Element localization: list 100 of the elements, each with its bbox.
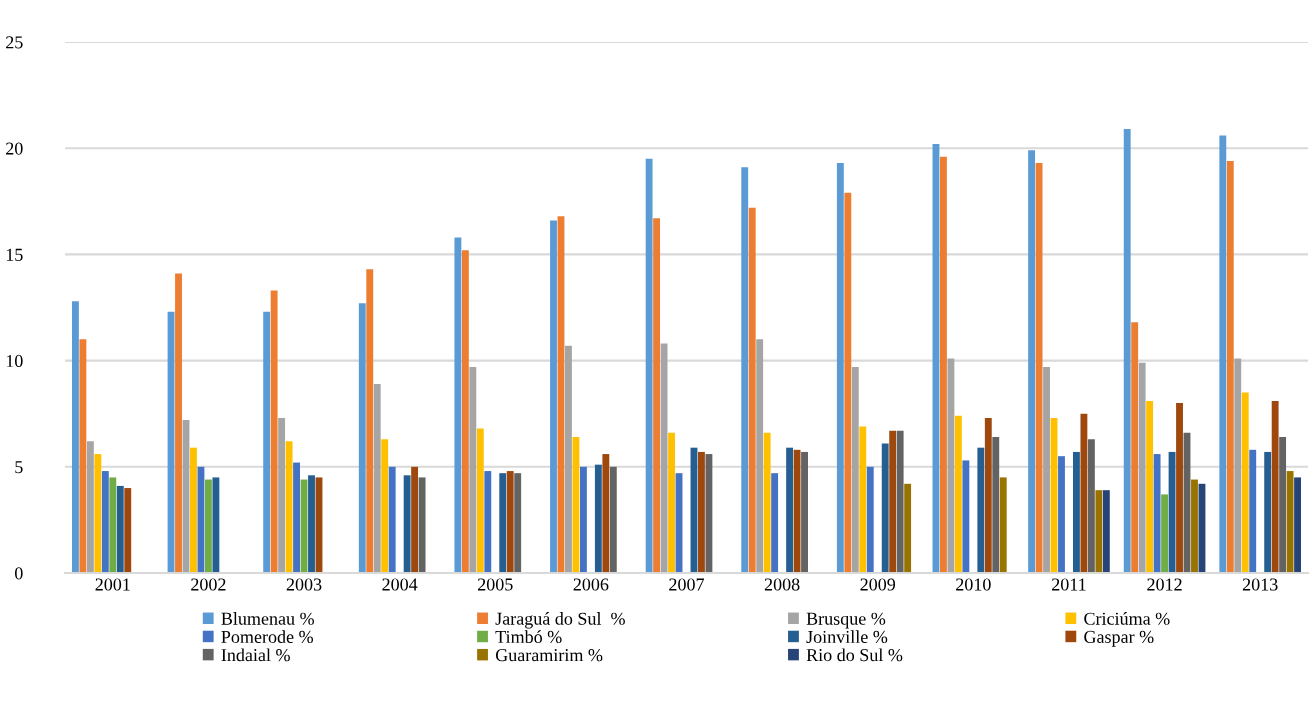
legend-label: Criciúma %: [1084, 612, 1170, 625]
bar: [859, 426, 867, 573]
bar: [977, 447, 985, 573]
bar: [947, 358, 955, 573]
bar: [101, 471, 109, 573]
bar: [889, 430, 897, 573]
bar: [698, 451, 705, 573]
bar: [954, 415, 962, 573]
bar: [358, 303, 366, 573]
bar: [565, 345, 572, 573]
bar: [793, 449, 801, 573]
y-tick-label: 10: [6, 354, 23, 368]
bar: [1153, 454, 1161, 573]
bar: [469, 366, 477, 573]
bar: [381, 439, 389, 573]
bar: [175, 273, 182, 573]
bar: [373, 383, 381, 573]
y-tick-label: 5: [15, 461, 23, 474]
bar: [1279, 437, 1287, 573]
bar: [653, 218, 661, 573]
legend-label: Blumenau %: [221, 612, 314, 625]
bar: [285, 441, 293, 573]
x-tick-label: 2013: [1242, 578, 1278, 591]
bar: [572, 437, 580, 573]
y-tick-label: 0: [14, 567, 23, 580]
bar: [1241, 392, 1249, 573]
bar: [270, 290, 278, 573]
legend-label: Rio do Sul %: [806, 648, 903, 662]
bar: [476, 428, 484, 573]
legend-label: Gaspar %: [1084, 630, 1154, 647]
bar: [984, 417, 992, 573]
x-tick-label: 2001: [95, 578, 130, 591]
legend-label: Brusque %: [806, 612, 886, 629]
x-tick-label: 2011: [1052, 578, 1086, 591]
legend-label: Timbó %: [495, 630, 562, 644]
legend-label: Joinville %: [806, 630, 888, 644]
legend-label: Indaial %: [221, 648, 290, 662]
bar: [1043, 366, 1050, 573]
x-tick-label: 2010: [956, 578, 991, 591]
bar: [1028, 150, 1036, 573]
y-tick-label: 15: [6, 248, 23, 261]
bar: [550, 220, 557, 573]
bar: [602, 454, 610, 573]
bar: [705, 454, 713, 573]
bar: [403, 475, 411, 573]
y-tick-label: 20: [6, 142, 23, 155]
bar: [940, 156, 947, 573]
bar: [1123, 129, 1131, 573]
bar: [411, 466, 419, 573]
x-tick-label: 2009: [860, 578, 896, 591]
bar: [836, 163, 844, 573]
bar: [1080, 413, 1088, 573]
bar: [1138, 362, 1146, 573]
bar: [1286, 471, 1294, 573]
bar: [851, 366, 859, 573]
legend-label: Pomerode %: [221, 630, 313, 644]
bar: [278, 417, 286, 573]
legend-label: Jaraguá do Sul %: [495, 612, 625, 629]
bar: [1191, 479, 1198, 573]
bar: [293, 462, 300, 573]
bar: [801, 451, 808, 573]
bar: [741, 167, 749, 573]
bar: [94, 454, 102, 573]
x-tick-label: 2005: [478, 578, 513, 591]
y-tick-label: 25: [6, 36, 23, 49]
bar: [418, 477, 426, 573]
bar: [1294, 477, 1302, 573]
bar: [1087, 439, 1095, 573]
bar: [866, 466, 874, 573]
bar: [763, 432, 771, 573]
x-tick-label: 2006: [573, 578, 609, 591]
bar: [308, 475, 315, 573]
bar: [1095, 490, 1103, 573]
bar: [86, 441, 94, 573]
bar: [896, 430, 904, 573]
x-tick-label: 2002: [191, 578, 226, 591]
bar: [771, 473, 779, 573]
x-tick-label: 2003: [286, 578, 322, 591]
bar: [1271, 400, 1279, 573]
bar: [999, 477, 1007, 573]
bar: [1176, 403, 1183, 573]
bar: [1226, 160, 1234, 573]
bar: [579, 466, 587, 573]
bar: [962, 460, 970, 573]
bar: [71, 301, 79, 573]
bar: [388, 466, 396, 573]
bar: [124, 488, 132, 573]
bar: [116, 485, 124, 573]
bar: [904, 483, 912, 573]
bar: [748, 207, 756, 573]
bar: [1131, 322, 1139, 573]
bar: [454, 237, 462, 573]
bar: [190, 447, 197, 573]
bar: [506, 471, 514, 573]
bar: [668, 432, 675, 573]
bar: [204, 479, 212, 573]
bar: [79, 339, 87, 573]
bar: [992, 437, 1000, 573]
bar: [484, 471, 492, 573]
bar: [645, 158, 653, 573]
